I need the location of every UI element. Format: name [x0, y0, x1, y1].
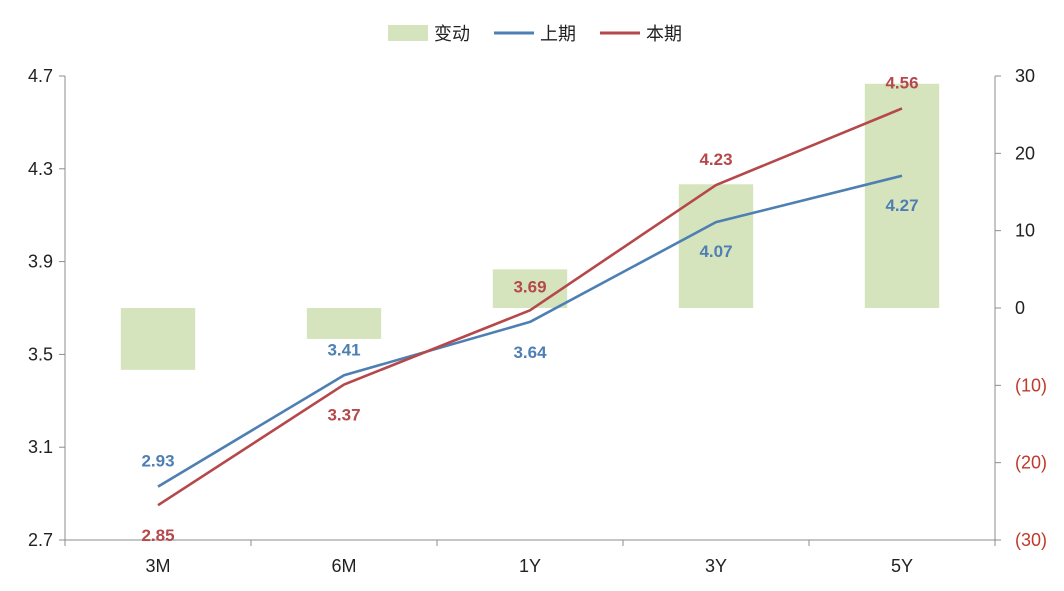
- data-label-上期-1Y: 3.64: [513, 343, 547, 362]
- right-tick-label: 30: [1015, 66, 1035, 86]
- data-label-本期-5Y: 4.56: [885, 73, 918, 92]
- data-label-上期-5Y: 4.27: [885, 196, 918, 215]
- legend-label: 本期: [646, 24, 682, 45]
- left-tick-label: 4.7: [28, 66, 53, 86]
- right-tick-label: (10): [1015, 375, 1047, 395]
- data-label-上期-6M: 3.41: [327, 340, 360, 359]
- right-tick-label: (20): [1015, 453, 1047, 473]
- right-tick-label: (30): [1015, 530, 1047, 550]
- left-tick-label: 3.9: [28, 252, 53, 272]
- legend-label: 变动: [434, 24, 470, 45]
- x-tick-label: 1Y: [519, 556, 541, 576]
- data-label-上期-3M: 2.93: [141, 452, 174, 471]
- axes: 2.7 3.1 3.5 3.9 4.3 4.7 (30) (20) (10) 0 10 20 30 3M 6…: [28, 66, 1047, 576]
- data-label-本期-1Y: 3.69: [513, 277, 546, 296]
- data-label-本期-6M: 3.37: [327, 406, 360, 425]
- left-tick-label: 3.1: [28, 437, 53, 457]
- x-tick-label: 3M: [145, 556, 170, 576]
- right-tick-label: 20: [1015, 143, 1035, 163]
- x-tick-label: 6M: [331, 556, 356, 576]
- legend-label: 上期: [540, 24, 576, 45]
- left-tick-label: 4.3: [28, 159, 53, 179]
- data-label-本期-3Y: 4.23: [699, 150, 732, 169]
- x-tick-label: 5Y: [891, 556, 913, 576]
- bar-6M: [306, 308, 382, 339]
- left-tick-label: 3.5: [28, 344, 53, 364]
- line-上期: [157, 174, 903, 488]
- x-tick-label: 3Y: [705, 556, 727, 576]
- bar-5Y: [864, 83, 940, 308]
- line-series: [157, 107, 903, 507]
- right-tick-label: 10: [1015, 221, 1035, 241]
- bar-3M: [120, 308, 196, 370]
- bar-3Y: [678, 184, 754, 308]
- data-labels: 2.93 3.41 3.64 4.07 4.27 2.85 3.37 3.69 4.23 4.56: [141, 73, 918, 545]
- data-label-本期-3M: 2.85: [141, 526, 174, 545]
- right-tick-label: 0: [1015, 298, 1025, 318]
- line-本期: [157, 107, 903, 507]
- left-tick-label: 2.7: [28, 530, 53, 550]
- bar-1Y: [492, 269, 568, 308]
- bar-series: [120, 83, 940, 370]
- legend: 变动 上期 本期: [388, 24, 682, 45]
- data-label-上期-3Y: 4.07: [699, 242, 732, 261]
- legend-swatch-bar: [388, 25, 428, 41]
